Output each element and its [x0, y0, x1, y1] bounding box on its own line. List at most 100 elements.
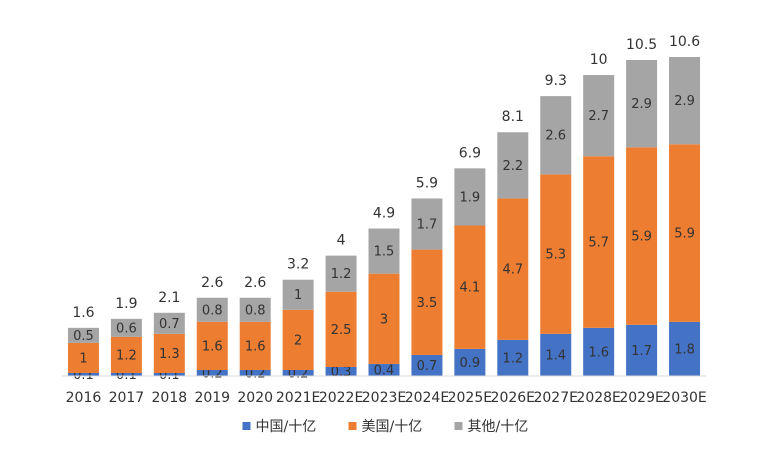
segment-value-label: 2.2	[502, 159, 523, 174]
segment-value-label: 0.6	[116, 321, 137, 336]
bar-segment-3-2022E	[325, 255, 357, 292]
bar-segment-3-2019	[196, 297, 228, 322]
total-value-label: 3.2	[287, 257, 309, 273]
total-value-label: 6.9	[459, 145, 481, 161]
total-value-label: 9.3	[545, 73, 567, 89]
x-tick-label: 2023E	[362, 390, 406, 406]
segment-value-label: 1.6	[588, 345, 609, 360]
bar-segment-3-2017	[110, 318, 142, 337]
segment-value-label: 1.2	[502, 351, 523, 366]
bar-segment-3-2016	[67, 327, 99, 343]
bar-segment-3-2020	[239, 297, 271, 322]
x-tick-label: 2027E	[533, 390, 577, 406]
bar-segment-3-2025E	[454, 168, 486, 226]
bar-segment-2-2029E	[626, 147, 658, 325]
bar-segment-2-2017	[110, 336, 142, 373]
total-value-label: 5.9	[416, 175, 438, 191]
bar-segment-1-2020	[239, 369, 271, 376]
total-value-label: 10.5	[626, 37, 657, 53]
x-tick-label: 2018	[152, 390, 188, 406]
segment-value-label: 5.9	[674, 227, 695, 242]
x-tick-label: 2022E	[319, 390, 363, 406]
segment-value-label: 0.2	[288, 366, 309, 381]
segment-value-label: 2.9	[674, 94, 695, 109]
segment-value-label: 2.6	[545, 129, 566, 144]
segment-value-label: 0.7	[159, 317, 180, 332]
bar-segment-3-2027E	[540, 96, 572, 175]
segment-value-label: 1.3	[159, 347, 180, 362]
segment-value-label: 1.8	[674, 342, 695, 357]
bar-segment-3-2030E	[669, 57, 701, 145]
segment-value-label: 1.6	[245, 339, 266, 354]
bar-segment-1-2018	[153, 372, 185, 376]
bar-segment-2-2020	[239, 321, 271, 370]
bar-segment-2-2025E	[454, 225, 486, 349]
segment-value-label: 1.2	[116, 348, 137, 363]
x-tick-label: 2016	[66, 390, 102, 406]
legend-label-1: 中国/十亿	[256, 419, 317, 435]
segment-value-label: 4.7	[502, 263, 523, 278]
segment-value-label: 5.7	[588, 236, 609, 251]
bar-segment-1-2021E	[282, 369, 314, 376]
segment-value-label: 0.7	[417, 359, 438, 374]
bar-segment-3-2024E	[411, 198, 443, 250]
bar-segment-1-2017	[110, 372, 142, 376]
bar-segment-3-2018	[153, 312, 185, 334]
legend-label-3: 其他/十亿	[468, 419, 529, 435]
total-value-label: 8.1	[502, 109, 524, 125]
segment-value-label: 3.5	[417, 296, 438, 311]
segment-value-label: 1.2	[331, 267, 352, 282]
segment-value-label: 4.1	[460, 281, 481, 296]
segment-value-label: 2.5	[331, 323, 352, 338]
bar-segment-2-2027E	[540, 174, 572, 334]
bar-segment-3-2023E	[368, 228, 400, 274]
total-value-label: 4	[337, 233, 346, 249]
segment-value-label: 3	[380, 312, 388, 327]
total-value-label: 2.6	[201, 275, 223, 291]
bar-segment-1-2029E	[626, 324, 658, 376]
segment-value-label: 2.9	[631, 97, 652, 112]
bar-segment-2-2019	[196, 321, 228, 370]
total-value-label: 1.6	[72, 305, 94, 321]
bar-segment-3-2028E	[583, 75, 615, 157]
x-tick-label: 2026E	[491, 390, 535, 406]
bar-segment-1-2028E	[583, 327, 615, 376]
bar-segment-2-2026E	[497, 198, 529, 340]
x-tick-label: 2021E	[276, 390, 320, 406]
bar-segment-2-2016	[67, 342, 99, 373]
legend-label-2: 美国/十亿	[362, 419, 423, 435]
bar-segment-1-2016	[67, 372, 99, 376]
segment-value-label: 0.8	[202, 303, 223, 318]
segment-value-label: 0.9	[460, 356, 481, 371]
segment-value-label: 5.3	[545, 248, 566, 263]
bar-segment-1-2026E	[497, 339, 529, 376]
segment-value-label: 1	[79, 351, 87, 366]
segment-value-label: 0.2	[245, 366, 266, 381]
segment-value-label: 1.7	[631, 344, 652, 359]
segment-value-label: 0.4	[374, 363, 395, 378]
bar-segment-1-2024E	[411, 354, 443, 376]
bar-segment-3-2021E	[282, 279, 314, 310]
segment-value-label: 1.9	[460, 190, 481, 205]
bar-segment-1-2025E	[454, 348, 486, 376]
bar-segment-2-2018	[153, 333, 185, 373]
segment-value-label: 5.9	[631, 230, 652, 245]
total-value-label: 2.1	[158, 290, 180, 306]
x-tick-label: 2019	[194, 390, 230, 406]
bar-segment-2-2030E	[669, 144, 701, 322]
bar-segment-1-2022E	[325, 366, 357, 376]
bar-segment-1-2019	[196, 369, 228, 376]
x-tick-label: 2017	[109, 390, 145, 406]
bar-segment-2-2023E	[368, 273, 400, 364]
segment-value-label: 1.4	[545, 348, 566, 363]
bar-segment-1-2030E	[669, 321, 701, 376]
bar-segment-2-2022E	[325, 291, 357, 367]
bar-segment-1-2023E	[368, 363, 400, 376]
total-value-label: 10.6	[669, 34, 700, 50]
bar-segment-3-2029E	[626, 60, 658, 148]
segment-value-label: 1.7	[417, 218, 438, 233]
legend-swatch-2	[348, 422, 357, 430]
x-tick-label: 2030E	[662, 390, 706, 406]
segment-value-label: 0.2	[202, 366, 223, 381]
